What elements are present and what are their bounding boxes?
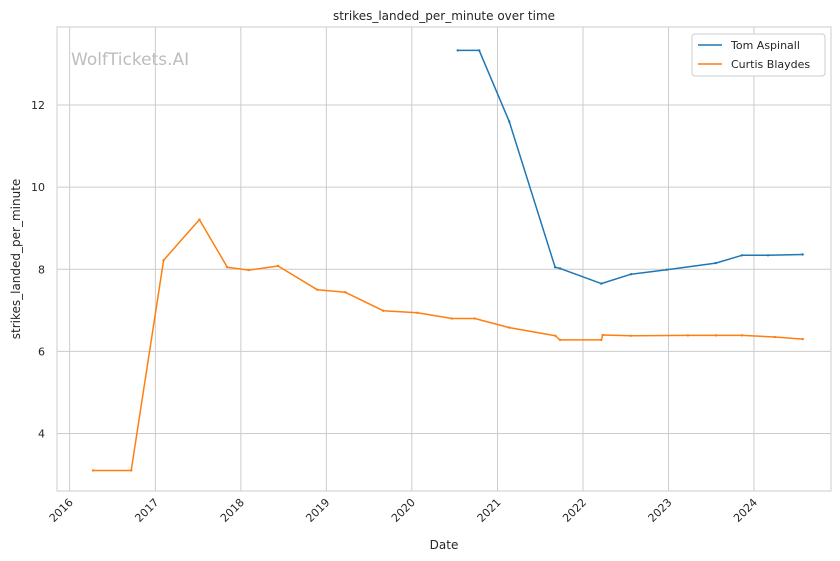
x-axis-title: Date	[430, 538, 459, 552]
series-lines	[91, 49, 804, 472]
y-tick-label: 4	[38, 428, 45, 441]
data-point-curtis-blaydes	[740, 334, 744, 337]
y-axis-ticks: 4 6 8 10 12	[31, 99, 45, 440]
data-point-curtis-blaydes	[686, 334, 690, 337]
y-tick-label: 6	[38, 345, 45, 358]
legend-label-curtis-blaydes: Curtis Blaydes	[731, 58, 810, 71]
series-line-tom-aspinall	[457, 49, 803, 285]
y-tick-label: 12	[31, 99, 45, 112]
data-point-curtis-blaydes	[554, 334, 557, 337]
data-point-tom-aspinall	[629, 272, 633, 276]
data-point-tom-aspinall	[600, 282, 603, 285]
y-tick-label: 10	[31, 181, 45, 194]
data-point-curtis-blaydes	[198, 218, 201, 221]
data-point-curtis-blaydes	[773, 335, 776, 339]
data-point-curtis-blaydes	[450, 317, 454, 320]
data-point-tom-aspinall	[558, 267, 562, 270]
data-point-curtis-blaydes	[91, 469, 95, 472]
data-point-tom-aspinall	[801, 253, 804, 256]
data-point-tom-aspinall	[553, 266, 557, 269]
data-point-tom-aspinall	[714, 261, 717, 265]
data-point-tom-aspinall	[766, 254, 770, 257]
data-point-curtis-blaydes	[629, 334, 632, 337]
data-point-curtis-blaydes	[226, 266, 229, 269]
legend-box	[691, 33, 826, 77]
data-point-curtis-blaydes	[558, 338, 562, 342]
data-point-curtis-blaydes	[276, 264, 280, 268]
data-point-curtis-blaydes	[801, 337, 804, 341]
data-point-curtis-blaydes	[247, 268, 251, 272]
y-axis-title: strikes_landed_per_minute	[9, 179, 23, 340]
legend: Tom Aspinall Curtis Blaydes	[691, 33, 826, 77]
data-point-curtis-blaydes	[382, 309, 385, 312]
data-point-curtis-blaydes	[601, 333, 604, 337]
data-point-curtis-blaydes	[416, 311, 419, 314]
legend-label-tom-aspinall: Tom Aspinall	[730, 39, 800, 52]
watermark-text: WolfTickets.AI	[71, 50, 189, 70]
data-point-curtis-blaydes	[316, 288, 319, 291]
data-point-curtis-blaydes	[473, 317, 476, 320]
grid-lines	[57, 27, 831, 491]
data-point-tom-aspinall	[478, 49, 481, 52]
data-point-curtis-blaydes	[600, 338, 603, 342]
data-point-tom-aspinall	[665, 268, 669, 271]
y-tick-label: 8	[38, 263, 45, 276]
series-line-curtis-blaydes	[93, 218, 803, 472]
data-point-tom-aspinall	[740, 254, 744, 257]
chart-title: strikes_landed_per_minute over time	[333, 9, 555, 23]
data-point-tom-aspinall	[456, 49, 459, 52]
data-point-tom-aspinall	[508, 120, 511, 123]
data-point-curtis-blaydes	[162, 259, 165, 262]
data-point-curtis-blaydes	[130, 469, 133, 472]
data-point-curtis-blaydes	[508, 326, 511, 329]
plot-area-frame	[56, 26, 832, 492]
data-point-curtis-blaydes	[344, 291, 347, 294]
data-point-curtis-blaydes	[714, 334, 717, 337]
